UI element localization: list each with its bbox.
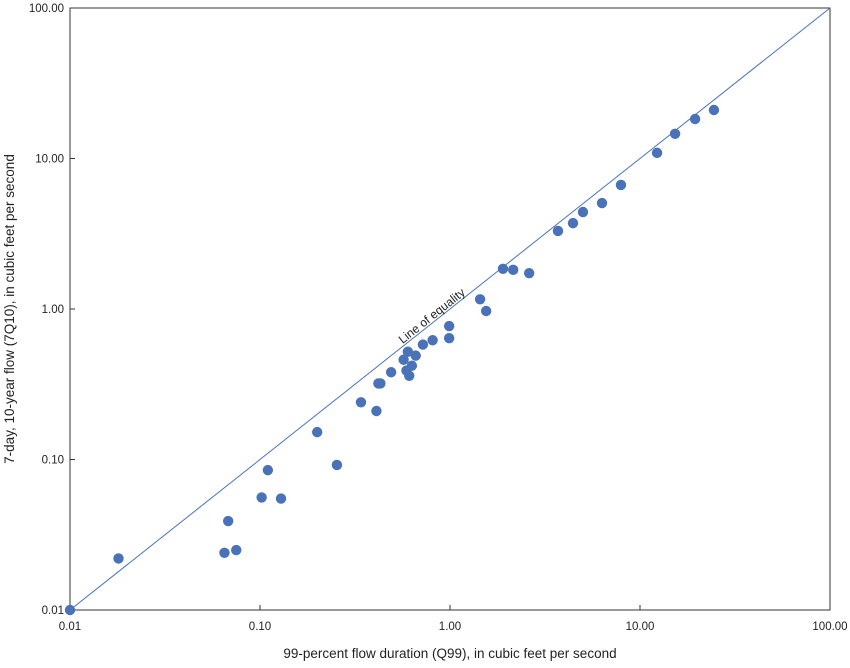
data-point: [219, 547, 230, 558]
data-point: [480, 305, 492, 317]
data-point: [331, 459, 343, 471]
data-point: [64, 604, 76, 616]
x-tick-label: 100.00: [812, 621, 847, 633]
data-point: [417, 339, 429, 350]
x-tick-label: 1.00: [439, 621, 461, 633]
y-tick-label: 10.00: [35, 154, 64, 166]
data-point: [404, 370, 415, 381]
data-point: [375, 378, 386, 389]
y-tick-label: 1.00: [42, 304, 64, 316]
data-point: [669, 128, 681, 139]
data-point: [262, 464, 274, 476]
data-point: [275, 493, 287, 504]
data-point: [651, 147, 663, 159]
data-point: [355, 397, 367, 408]
data-point: [567, 217, 579, 229]
data-point: [615, 179, 627, 191]
data-point: [497, 263, 509, 274]
data-point: [410, 350, 421, 361]
x-tick-label: 0.10: [249, 621, 271, 633]
data-point: [311, 426, 323, 438]
data-point: [231, 544, 242, 556]
data-point: [474, 294, 486, 305]
data-point: [385, 367, 397, 378]
line-of-equality: [69, 7, 831, 611]
data-point: [427, 335, 438, 346]
y-axis-label: 7-day, 10-year flow (7Q10), in cubic fee…: [2, 154, 17, 464]
data-point: [406, 360, 418, 371]
data-point: [552, 225, 564, 237]
data-point: [523, 267, 535, 279]
data-point: [398, 354, 409, 365]
x-tick-label: 0.01: [59, 621, 81, 633]
data-point: [507, 264, 519, 276]
data-point: [222, 515, 234, 527]
data-point: [402, 346, 414, 357]
y-tick-label: 0.01: [42, 605, 64, 617]
data-point: [577, 206, 589, 218]
y-tick-label: 0.10: [42, 455, 64, 467]
data-point: [443, 320, 455, 332]
data-point: [443, 332, 455, 344]
data-point: [689, 113, 701, 125]
y-tick-label: 100.00: [29, 3, 64, 15]
x-tick-label: 10.00: [626, 621, 655, 633]
data-point: [256, 492, 267, 503]
data-point: [113, 553, 124, 564]
data-point: [371, 405, 382, 417]
data-point: [708, 104, 720, 116]
x-axis-label: 99-percent flow duration (Q99), in cubic…: [283, 646, 616, 661]
data-point: [596, 197, 608, 209]
